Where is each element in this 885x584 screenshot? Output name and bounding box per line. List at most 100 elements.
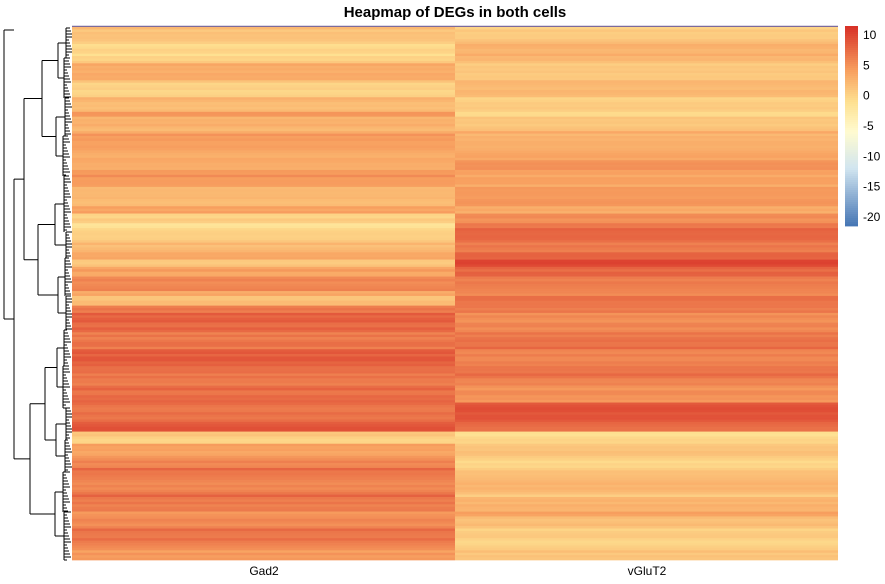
heatmap-cell — [455, 329, 838, 333]
color-legend-segment — [845, 32, 858, 35]
heatmap-cell — [72, 303, 455, 306]
heatmap-cell — [72, 225, 455, 229]
heatmap-cell — [455, 487, 838, 491]
heatmap-cell — [455, 467, 838, 471]
heatmap-cell — [72, 140, 455, 144]
heatmap-cell — [72, 155, 455, 159]
heatmap-cell — [455, 65, 838, 69]
color-legend-segment — [845, 192, 858, 195]
color-legend-segment — [845, 68, 858, 71]
heatmap-cell — [455, 51, 838, 54]
heatmap-cell — [72, 421, 455, 425]
heatmap-cell — [455, 530, 838, 534]
heatmap-cell — [72, 436, 455, 440]
heatmap-cell — [455, 126, 838, 130]
color-legend-segment — [845, 114, 858, 117]
heatmap-cell — [72, 191, 455, 195]
heatmap-cell — [72, 378, 455, 382]
heatmap-cell — [72, 552, 455, 556]
color-legend-segment — [845, 198, 858, 201]
heatmap-cell — [455, 245, 838, 248]
color-legend-segment — [845, 164, 858, 167]
heatmap-cell — [455, 143, 838, 147]
color-legend-segment — [845, 108, 858, 111]
heatmap-cell — [455, 220, 838, 224]
heatmap-cell — [72, 291, 455, 294]
heatmap-cell — [455, 448, 838, 452]
color-legend-segment — [845, 128, 858, 131]
heatmap-cell — [455, 361, 838, 365]
heatmap-cell — [455, 421, 838, 425]
heatmap-cell — [72, 450, 455, 454]
heatmap-cell — [455, 230, 838, 234]
heatmap-cell — [455, 133, 838, 137]
heatmap-cell — [72, 332, 455, 336]
heatmap-cell — [455, 160, 838, 164]
heatmap-cell — [72, 157, 455, 161]
heatmap-cell — [72, 404, 455, 408]
color-legend-segment — [845, 208, 858, 211]
heatmap-cell — [455, 303, 838, 306]
heatmap-cell — [72, 419, 455, 423]
heatmap-cell — [455, 543, 838, 546]
heatmap-cell — [72, 48, 455, 52]
heatmap-cell — [455, 77, 838, 81]
color-legend-segment — [845, 138, 858, 141]
color-legend-segment — [845, 90, 858, 93]
heatmap-cell — [72, 94, 455, 98]
heatmap-cell — [72, 467, 455, 471]
color-legend-segment — [845, 220, 858, 223]
heatmap-cell — [72, 82, 455, 86]
heatmap-cell — [455, 356, 838, 360]
heatmap-cell — [72, 429, 455, 432]
row-dendrogram — [3, 27, 72, 561]
color-legend-segment — [845, 188, 858, 191]
heatmap-cell — [72, 34, 455, 38]
color-legend-segment — [845, 86, 858, 89]
heatmap-cell — [455, 308, 838, 311]
heatmap-cell — [72, 177, 455, 180]
heatmap-cell — [455, 179, 838, 183]
heatmap-cell — [455, 550, 838, 554]
color-legend-segment — [845, 216, 858, 219]
heatmap-cell — [455, 429, 838, 432]
heatmap-cell — [72, 223, 455, 227]
color-legend-segment — [845, 178, 858, 181]
heatmap-cell — [72, 266, 455, 270]
heatmap-cell — [72, 281, 455, 285]
heatmap-cell — [72, 497, 455, 500]
heatmap-cell — [455, 516, 838, 520]
heatmap-cell — [72, 358, 455, 362]
heatmap-cell — [72, 484, 455, 488]
heatmap-cell — [72, 295, 455, 299]
color-legend-segment — [845, 174, 858, 177]
heatmap-cell — [455, 123, 838, 127]
heatmap-cell — [72, 286, 455, 289]
heatmap-cell — [72, 293, 455, 297]
heatmap-cell — [72, 39, 455, 42]
color-legend-segment — [845, 40, 858, 43]
heatmap-cell — [455, 283, 838, 287]
heatmap-cell — [455, 206, 838, 210]
heatmap-cell — [455, 162, 838, 166]
heatmap-cell — [72, 179, 455, 183]
color-legend-segment — [845, 194, 858, 197]
heatmap-cell — [72, 99, 455, 103]
heatmap-cell — [455, 482, 838, 486]
heatmap-cell — [455, 252, 838, 256]
heatmap-cell — [72, 438, 455, 442]
heatmap-cell — [455, 150, 838, 154]
heatmap-cell — [455, 85, 838, 88]
heatmap-cell — [72, 417, 455, 420]
heatmap-cell — [455, 31, 838, 35]
heatmap-cell — [455, 404, 838, 408]
heatmap-cell — [72, 557, 455, 561]
heatmap-cell — [455, 450, 838, 454]
heatmap-cell — [455, 499, 838, 503]
heatmap-cell — [455, 455, 838, 459]
heatmap-cell — [72, 269, 455, 273]
heatmap-cell — [455, 538, 838, 541]
heatmap-cell — [72, 305, 455, 309]
heatmap-cell — [72, 133, 455, 137]
